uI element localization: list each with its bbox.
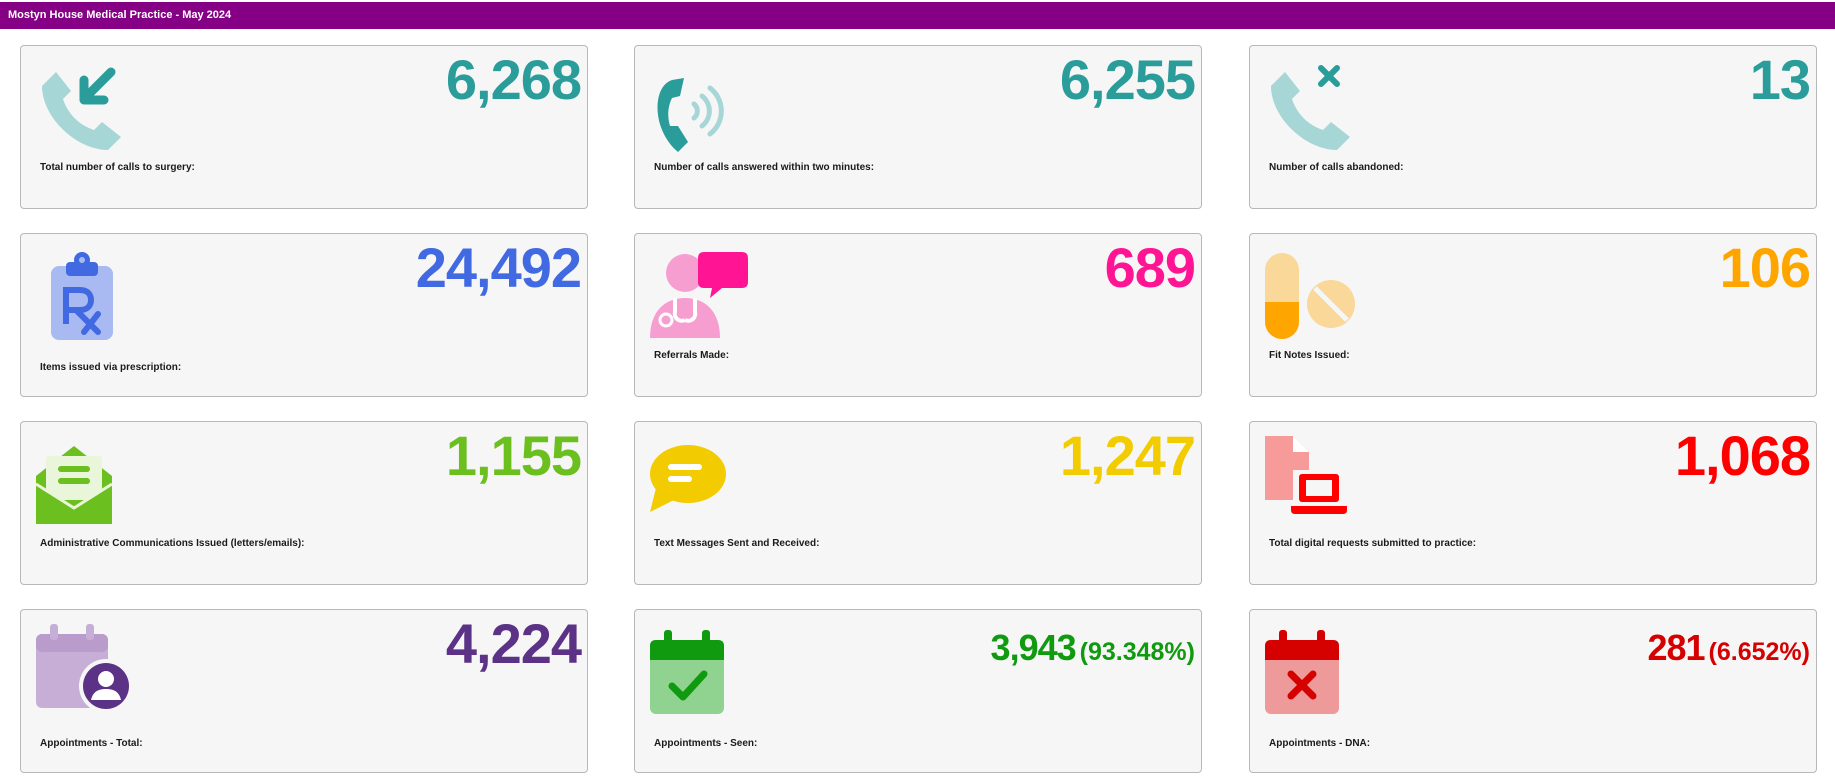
total-calls-value: 6,268 bbox=[445, 48, 582, 111]
digital-requests-label: Total digital requests submitted to prac… bbox=[1269, 538, 1477, 549]
calls-abandoned-value: 13 bbox=[1749, 48, 1811, 111]
appointments-dna-label: Appointments - DNA: bbox=[1269, 738, 1371, 749]
card-appointments-dna: 281 (6.652%) Appointments - DNA: bbox=[1249, 609, 1817, 773]
calendar-check-icon bbox=[650, 624, 750, 724]
card-admin-comms: 1,155 Administrative Communications Issu… bbox=[20, 421, 588, 585]
calls-abandoned-label: Number of calls abandoned: bbox=[1269, 162, 1404, 173]
doctor-chat-icon bbox=[650, 248, 750, 348]
calls-answered-value: 6,255 bbox=[1059, 48, 1196, 111]
file-laptop-icon bbox=[1265, 436, 1365, 536]
appointments-total-value: 4,224 bbox=[445, 612, 582, 675]
prescriptions-label: Items issued via prescription: bbox=[40, 362, 182, 373]
card-total-calls: 6,268 Total number of calls to surgery: bbox=[20, 45, 588, 209]
card-prescriptions: 24,492 Items issued via prescription: bbox=[20, 233, 588, 397]
calendar-cross-icon bbox=[1265, 624, 1365, 724]
card-text-messages: 1,247 Text Messages Sent and Received: bbox=[634, 421, 1202, 585]
prescriptions-value: 24,492 bbox=[415, 236, 582, 299]
appointments-seen-count: 3,943 bbox=[990, 627, 1077, 668]
appointments-seen-percent: (93.348%) bbox=[1079, 638, 1195, 666]
text-messages-value: 1,247 bbox=[1059, 424, 1196, 487]
admin-comms-label: Administrative Communications Issued (le… bbox=[40, 538, 305, 549]
pills-icon bbox=[1265, 248, 1365, 348]
total-calls-label: Total number of calls to surgery: bbox=[40, 162, 195, 173]
calendar-user-icon bbox=[36, 624, 136, 724]
dashboard-title: Mostyn House Medical Practice - May 2024 bbox=[0, 2, 1835, 29]
card-appointments-seen: 3,943 (93.348%) Appointments - Seen: bbox=[634, 609, 1202, 773]
referrals-value: 689 bbox=[1104, 236, 1196, 299]
phone-incoming-icon bbox=[36, 60, 136, 160]
appointments-seen-value: 3,943 (93.348%) bbox=[991, 626, 1195, 674]
open-envelope-icon bbox=[36, 436, 136, 536]
phone-missed-icon bbox=[1265, 60, 1365, 160]
phone-ringing-icon bbox=[650, 60, 750, 160]
fit-notes-label: Fit Notes Issued: bbox=[1269, 350, 1350, 361]
referrals-label: Referrals Made: bbox=[654, 350, 730, 361]
fit-notes-value: 106 bbox=[1719, 236, 1811, 299]
message-bubble-icon bbox=[650, 436, 750, 536]
appointments-dna-percent: (6.652%) bbox=[1708, 638, 1810, 666]
appointments-dna-count: 281 bbox=[1647, 627, 1705, 668]
calls-answered-label: Number of calls answered within two minu… bbox=[654, 162, 875, 173]
card-referrals: 689 Referrals Made: bbox=[634, 233, 1202, 397]
card-digital-requests: 1,068 Total digital requests submitted t… bbox=[1249, 421, 1817, 585]
appointments-seen-label: Appointments - Seen: bbox=[654, 738, 758, 749]
card-appointments-total: 4,224 Appointments - Total: bbox=[20, 609, 588, 773]
admin-comms-value: 1,155 bbox=[445, 424, 582, 487]
text-messages-label: Text Messages Sent and Received: bbox=[654, 538, 820, 549]
appointments-total-label: Appointments - Total: bbox=[40, 738, 143, 749]
card-calls-abandoned: 13 Number of calls abandoned: bbox=[1249, 45, 1817, 209]
digital-requests-value: 1,068 bbox=[1674, 424, 1811, 487]
card-calls-answered: 6,255 Number of calls answered within tw… bbox=[634, 45, 1202, 209]
appointments-dna-value: 281 (6.652%) bbox=[1647, 626, 1810, 674]
card-fit-notes: 106 Fit Notes Issued: bbox=[1249, 233, 1817, 397]
prescription-clipboard-icon bbox=[36, 248, 136, 348]
